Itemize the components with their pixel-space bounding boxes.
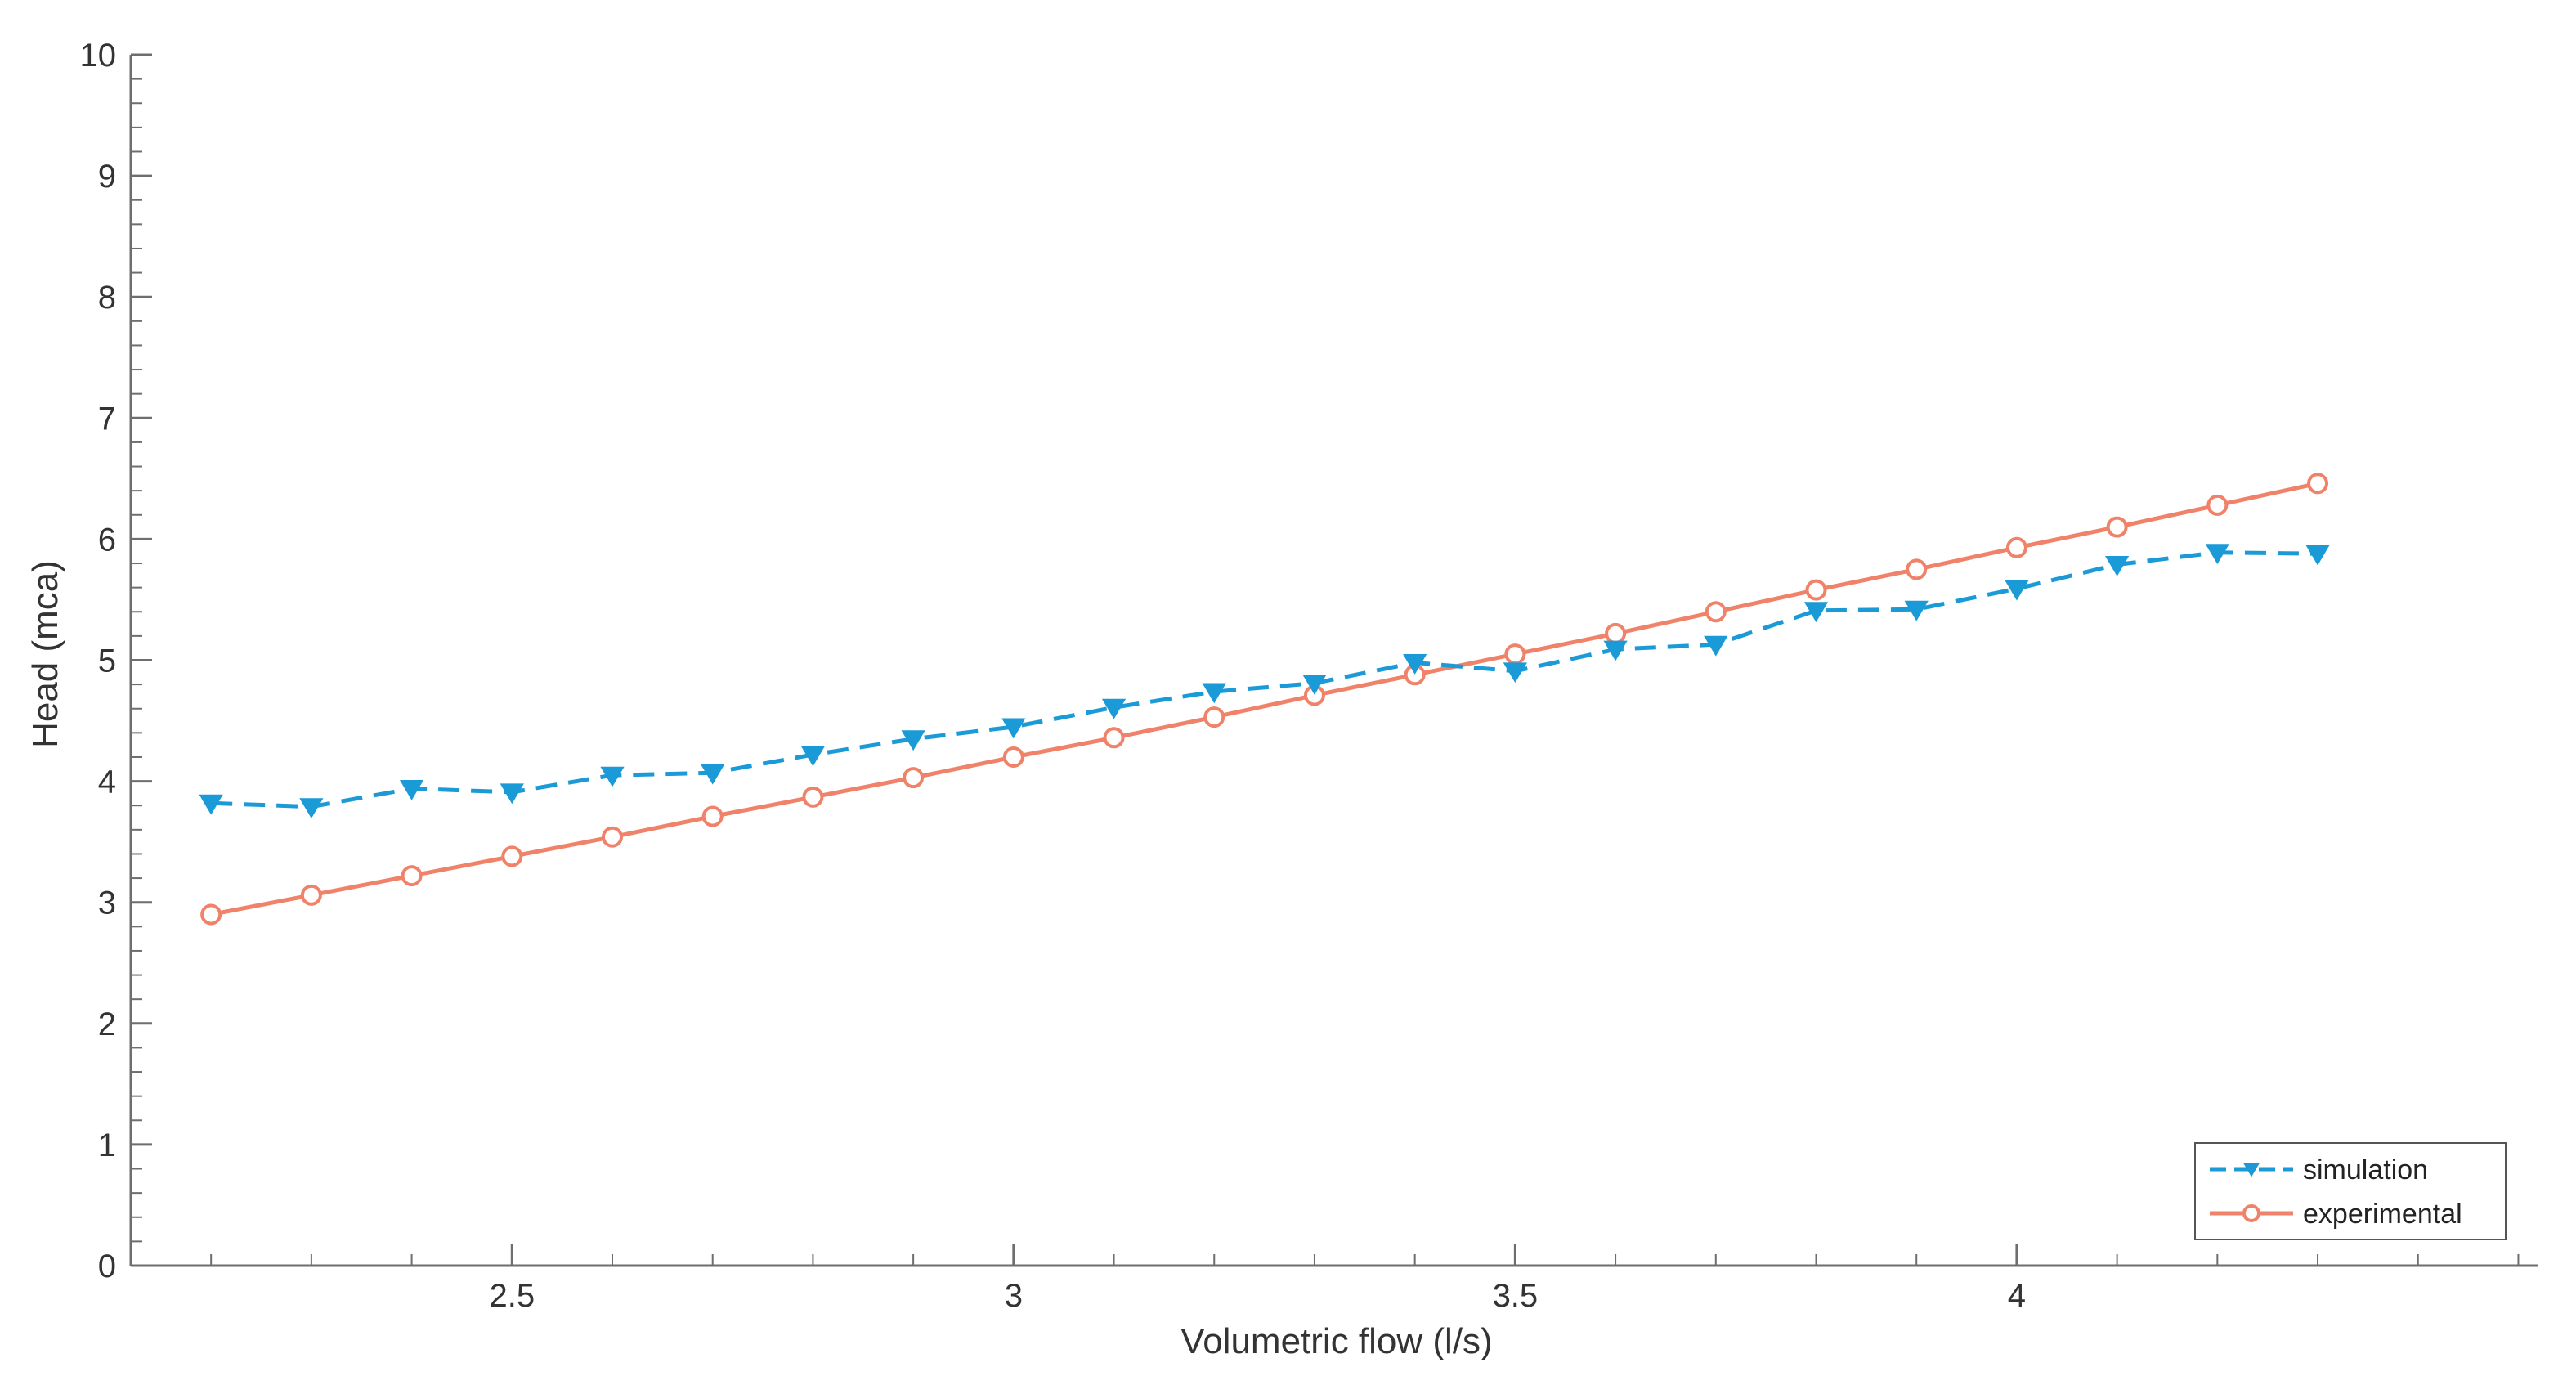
data-point-simulation (2005, 580, 2029, 601)
data-point-experimental (802, 786, 824, 808)
data-point-simulation (1904, 600, 1929, 621)
y-axis-label: Head (mca) (25, 560, 65, 748)
data-point-experimental (602, 826, 623, 848)
plot-area (199, 473, 2330, 926)
legend-swatch-marker-simulation (2243, 1163, 2260, 1177)
y-tick-label: 8 (98, 280, 116, 316)
data-point-simulation (399, 779, 424, 800)
series-line-experimental (210, 481, 2318, 917)
data-point-experimental (903, 767, 925, 789)
data-point-simulation (299, 798, 324, 819)
data-point-experimental (2206, 494, 2229, 516)
data-point-experimental (701, 805, 724, 827)
data-point-experimental (1002, 746, 1024, 768)
y-tick-label: 1 (98, 1127, 116, 1163)
y-tick-label: 5 (98, 643, 116, 679)
y-tick-label: 2 (98, 1006, 116, 1042)
x-axis-label: Volumetric flow (l/s) (1180, 1321, 1492, 1361)
data-point-simulation (2305, 545, 2330, 566)
data-point-simulation (1101, 698, 1127, 719)
y-tick-label: 7 (98, 401, 116, 437)
data-point-experimental (1906, 558, 1928, 580)
series-line-simulation (211, 550, 2318, 809)
y-tick-label: 0 (98, 1248, 116, 1284)
data-point-simulation (800, 746, 826, 767)
data-point-experimental (2106, 516, 2128, 538)
data-point-experimental (1103, 727, 1125, 749)
data-point-simulation (901, 730, 925, 751)
y-tick-label: 4 (98, 764, 116, 800)
y-tick-label: 10 (80, 38, 117, 74)
data-point-simulation (1603, 640, 1628, 661)
legend-swatch-marker-experimental (2242, 1204, 2260, 1222)
data-point-simulation (2105, 556, 2130, 576)
x-tick-label: 2.5 (489, 1278, 535, 1314)
data-point-experimental (200, 903, 222, 926)
data-point-experimental (2307, 473, 2329, 495)
data-point-simulation (199, 794, 223, 815)
data-point-simulation (1803, 602, 1829, 623)
data-point-experimental (300, 884, 322, 906)
data-point-experimental (401, 865, 423, 887)
y-tick-label: 3 (98, 885, 116, 921)
data-point-simulation (701, 764, 725, 785)
legend-box (2194, 1142, 2507, 1240)
axes: 0 1 2 3 4 5 6 7 8 9 10 2.5 3 3.5 4 (80, 38, 2538, 1314)
data-point-simulation (1001, 718, 1026, 739)
legend-label-simulation: simulation (2303, 1154, 2428, 1186)
data-point-experimental (2005, 536, 2027, 558)
legend: simulation experimental (2194, 1142, 2507, 1240)
data-point-simulation (1503, 662, 1527, 684)
data-point-simulation (2205, 544, 2229, 565)
data-point-simulation (600, 766, 625, 787)
x-tick-label: 3 (1005, 1278, 1023, 1314)
data-point-experimental (1605, 622, 1627, 644)
data-point-simulation (500, 783, 524, 805)
data-point-simulation (1704, 635, 1728, 657)
data-point-experimental (1705, 601, 1727, 623)
x-tick-label: 4 (2008, 1278, 2026, 1314)
legend-label-experimental: experimental (2303, 1199, 2462, 1230)
data-point-experimental (1504, 643, 1526, 666)
data-point-simulation (1202, 683, 1226, 704)
data-point-simulation (1403, 653, 1427, 675)
data-point-simulation (1302, 675, 1327, 695)
y-tick-label: 9 (98, 159, 116, 195)
data-point-experimental (1203, 706, 1225, 728)
x-tick-label: 3.5 (1493, 1278, 1539, 1314)
data-point-experimental (501, 845, 523, 867)
y-tick-label: 6 (98, 522, 116, 558)
data-point-experimental (1805, 579, 1827, 601)
